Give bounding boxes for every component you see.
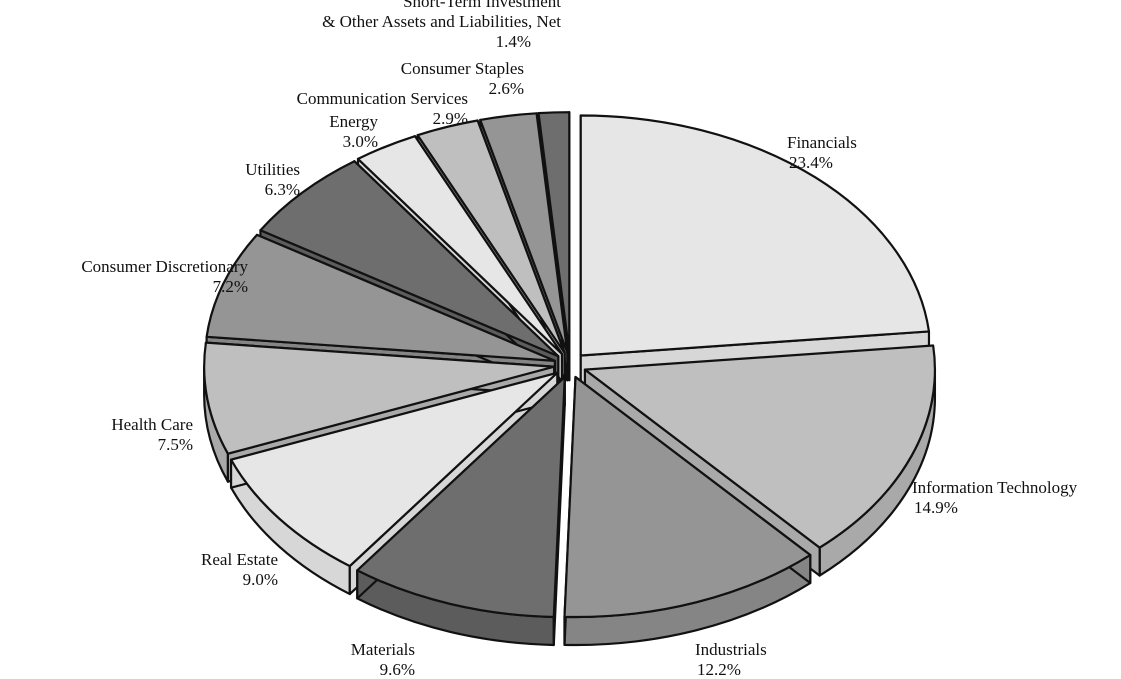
slice-label-value: 23.4% [789, 153, 833, 172]
pie-slice [583, 344, 936, 549]
pie-slice [537, 111, 571, 354]
slice-label-value: 14.9% [914, 498, 958, 517]
slice-label-value: 6.3% [265, 180, 300, 199]
pie-slice [356, 375, 566, 619]
slice-label-value: 3.0% [343, 132, 378, 151]
slice-label-value: 9.6% [380, 660, 415, 679]
slice-tops [203, 111, 936, 619]
slice-label-value: 12.2% [697, 660, 741, 679]
slice-label-value: 7.5% [158, 435, 193, 454]
pie-slice [356, 135, 564, 356]
pie-slice [205, 233, 556, 362]
slice-label-name: & Other Assets and Liabilities, Net [322, 12, 561, 31]
pie-slice [229, 371, 559, 568]
slice-label-name: Short-Term Investment [403, 0, 561, 11]
pie-slice [579, 114, 931, 357]
slice-label-name: Consumer Staples [401, 59, 524, 78]
slice-label-name: Industrials [695, 640, 767, 659]
slice-label: Short-Term Investment& Other Assets and … [322, 0, 561, 51]
slice-label-name: Information Technology [912, 478, 1078, 497]
slice-label-value: 9.0% [243, 570, 278, 589]
slice-label-name: Financials [787, 133, 857, 152]
pie-slice [259, 160, 560, 358]
slice-label-name: Communication Services [297, 89, 468, 108]
pie-slice [416, 119, 566, 355]
slice-label-name: Utilities [245, 160, 300, 179]
slice-label-name: Health Care [111, 415, 193, 434]
slice-label-value: 2.6% [489, 79, 524, 98]
pie-slice [563, 375, 812, 619]
pie-slice [203, 341, 556, 455]
pie-slice [479, 112, 569, 354]
slice-label-value: 1.4% [496, 32, 531, 51]
slice-label-name: Real Estate [201, 550, 278, 569]
slice-label-value: 2.9% [433, 109, 468, 128]
slice-label-name: Consumer Discretionary [81, 257, 248, 276]
slice-label-name: Materials [351, 640, 415, 659]
slice-label-name: Energy [329, 112, 378, 131]
slice-label-value: 7.2% [213, 277, 248, 296]
